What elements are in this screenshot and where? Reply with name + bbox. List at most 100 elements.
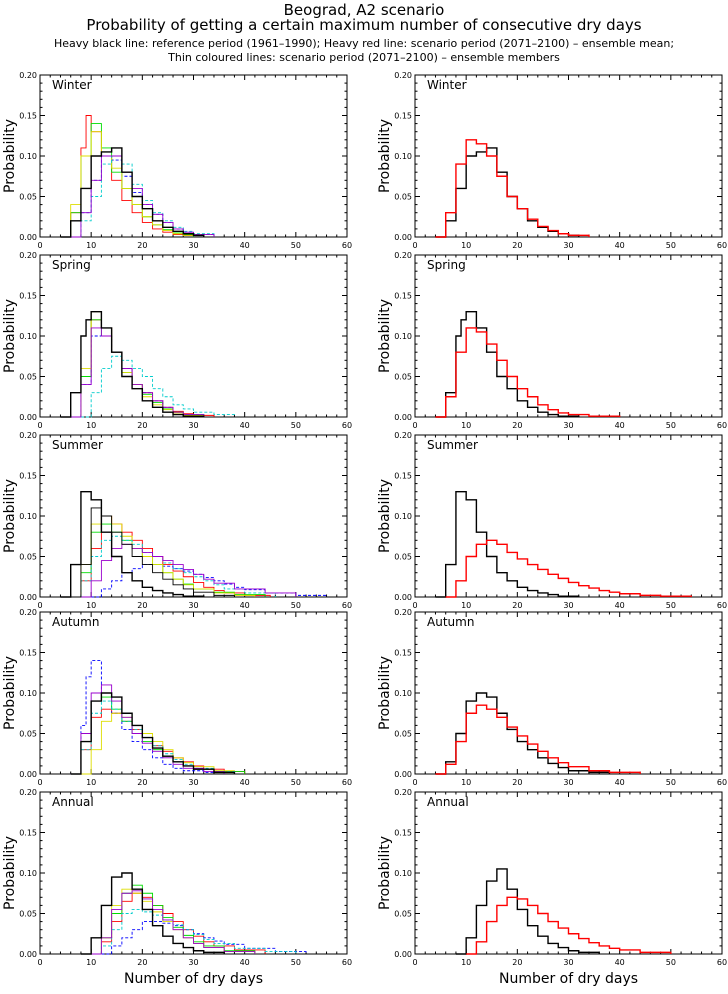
y-axis-label: Probability xyxy=(377,656,393,730)
x-tick-label: 60 xyxy=(717,601,727,610)
x-tick-label: 20 xyxy=(512,601,522,610)
series-mean xyxy=(466,896,672,955)
x-tick-label: 0 xyxy=(37,241,42,250)
x-tick-label: 30 xyxy=(563,241,573,250)
x-tick-label: 30 xyxy=(188,958,198,967)
y-tick-label: 0.00 xyxy=(19,950,37,959)
y-tick-label: 0.05 xyxy=(394,553,412,562)
series-reference xyxy=(60,147,205,238)
plot-frame xyxy=(414,434,723,598)
series-member xyxy=(70,684,225,775)
x-tick-label: 20 xyxy=(512,241,522,250)
y-axis-label: Probability xyxy=(377,119,393,193)
y-tick-label: 0.20 xyxy=(394,608,412,617)
x-tick-label: 0 xyxy=(37,778,42,787)
y-tick-label: 0.05 xyxy=(19,910,37,919)
panel-summer-members: 0.00 0.05 0.10 0.15 0.20 0 10 20 30 40 50 60 Summer P… xyxy=(2,431,352,610)
y-axis-label: Probability xyxy=(2,299,18,373)
panel-autumn-mean: 0.00 0.05 0.10 0.15 0.20 0 10 20 30 40 50 60 Autumn P… xyxy=(377,608,727,787)
panel-spring-mean: 0.00 0.05 0.10 0.15 0.20 0 10 20 30 40 50 60 Spring P… xyxy=(377,251,727,430)
x-axis-label: Number of dry days xyxy=(499,971,638,987)
x-tick-label: 60 xyxy=(342,958,352,967)
y-tick-label: 0.00 xyxy=(19,233,37,242)
y-tick-label: 0.20 xyxy=(394,71,412,80)
y-axis-label: Probability xyxy=(2,656,18,730)
y-tick-label: 0.00 xyxy=(394,413,412,422)
y-tick-label: 0.10 xyxy=(19,512,37,521)
x-tick-label: 50 xyxy=(291,958,301,967)
x-tick-label: 0 xyxy=(37,958,42,967)
panel-winter-members: 0.00 0.05 0.10 0.15 0.20 0 10 20 30 40 50 60 Winter P… xyxy=(2,71,352,250)
series-reference xyxy=(435,692,611,775)
season-label: Spring xyxy=(52,258,91,272)
y-tick-label: 0.10 xyxy=(394,152,412,161)
x-tick-label: 40 xyxy=(240,958,250,967)
series-mean xyxy=(435,704,641,775)
y-tick-label: 0.00 xyxy=(19,413,37,422)
series-member xyxy=(70,311,205,418)
season-label: Summer xyxy=(52,438,103,452)
series-member xyxy=(70,507,235,598)
series-member xyxy=(70,660,225,775)
y-tick-label: 0.00 xyxy=(394,233,412,242)
y-tick-label: 0.05 xyxy=(19,193,37,202)
series-member xyxy=(70,319,215,418)
panel-annual-mean: 0.00 0.05 0.10 0.15 0.20 0 10 20 30 40 50 60 Annual P… xyxy=(377,788,727,987)
x-tick-label: 10 xyxy=(86,958,96,967)
x-tick-label: 10 xyxy=(461,958,471,967)
x-tick-label: 40 xyxy=(240,601,250,610)
x-tick-label: 40 xyxy=(240,778,250,787)
x-tick-label: 20 xyxy=(137,241,147,250)
series-reference xyxy=(435,311,580,418)
x-axis-label: Number of dry days xyxy=(124,971,263,987)
y-tick-label: 0.15 xyxy=(394,829,412,838)
season-label: Autumn xyxy=(427,615,474,629)
y-axis-label: Probability xyxy=(377,479,393,553)
y-tick-label: 0.05 xyxy=(394,910,412,919)
x-tick-label: 0 xyxy=(412,778,417,787)
season-label: Winter xyxy=(52,78,92,92)
x-tick-label: 30 xyxy=(188,241,198,250)
x-tick-label: 0 xyxy=(412,241,417,250)
series-mean xyxy=(435,139,590,238)
x-tick-label: 30 xyxy=(188,421,198,430)
x-tick-label: 40 xyxy=(615,601,625,610)
panel-autumn-members: 0.00 0.05 0.10 0.15 0.20 0 10 20 30 40 50 60 Autumn P… xyxy=(2,608,352,787)
series-reference xyxy=(70,692,236,775)
x-tick-label: 50 xyxy=(666,778,676,787)
x-tick-label: 0 xyxy=(412,601,417,610)
panel-winter-mean: 0.00 0.05 0.10 0.15 0.20 0 10 20 30 40 50 60 Winter P… xyxy=(377,71,727,250)
y-axis-label: Probability xyxy=(2,479,18,553)
y-tick-label: 0.05 xyxy=(19,553,37,562)
x-tick-label: 50 xyxy=(291,421,301,430)
legend-line-2: Thin coloured lines: scenario period (20… xyxy=(168,51,560,64)
x-tick-label: 20 xyxy=(137,601,147,610)
series-member xyxy=(80,712,235,775)
series-member xyxy=(70,535,276,598)
y-tick-label: 0.10 xyxy=(19,152,37,161)
y-tick-label: 0.20 xyxy=(19,431,37,440)
x-tick-label: 50 xyxy=(291,778,301,787)
y-tick-label: 0.15 xyxy=(394,112,412,121)
x-tick-label: 30 xyxy=(188,601,198,610)
y-tick-label: 0.15 xyxy=(19,649,37,658)
series-reference xyxy=(455,868,600,955)
y-tick-label: 0.20 xyxy=(19,71,37,80)
x-tick-label: 0 xyxy=(37,601,42,610)
x-tick-label: 40 xyxy=(615,778,625,787)
x-tick-label: 20 xyxy=(137,778,147,787)
x-tick-label: 60 xyxy=(717,778,727,787)
y-tick-label: 0.00 xyxy=(394,593,412,602)
series-member xyxy=(91,564,327,598)
y-axis-label: Probability xyxy=(2,836,18,910)
y-tick-label: 0.10 xyxy=(19,869,37,878)
x-tick-label: 50 xyxy=(291,241,301,250)
y-tick-label: 0.15 xyxy=(19,472,37,481)
series-mean xyxy=(445,539,692,598)
x-tick-label: 40 xyxy=(615,241,625,250)
y-tick-label: 0.05 xyxy=(394,193,412,202)
plot-frame xyxy=(414,74,723,238)
y-tick-label: 0.20 xyxy=(19,251,37,260)
x-tick-label: 0 xyxy=(412,421,417,430)
